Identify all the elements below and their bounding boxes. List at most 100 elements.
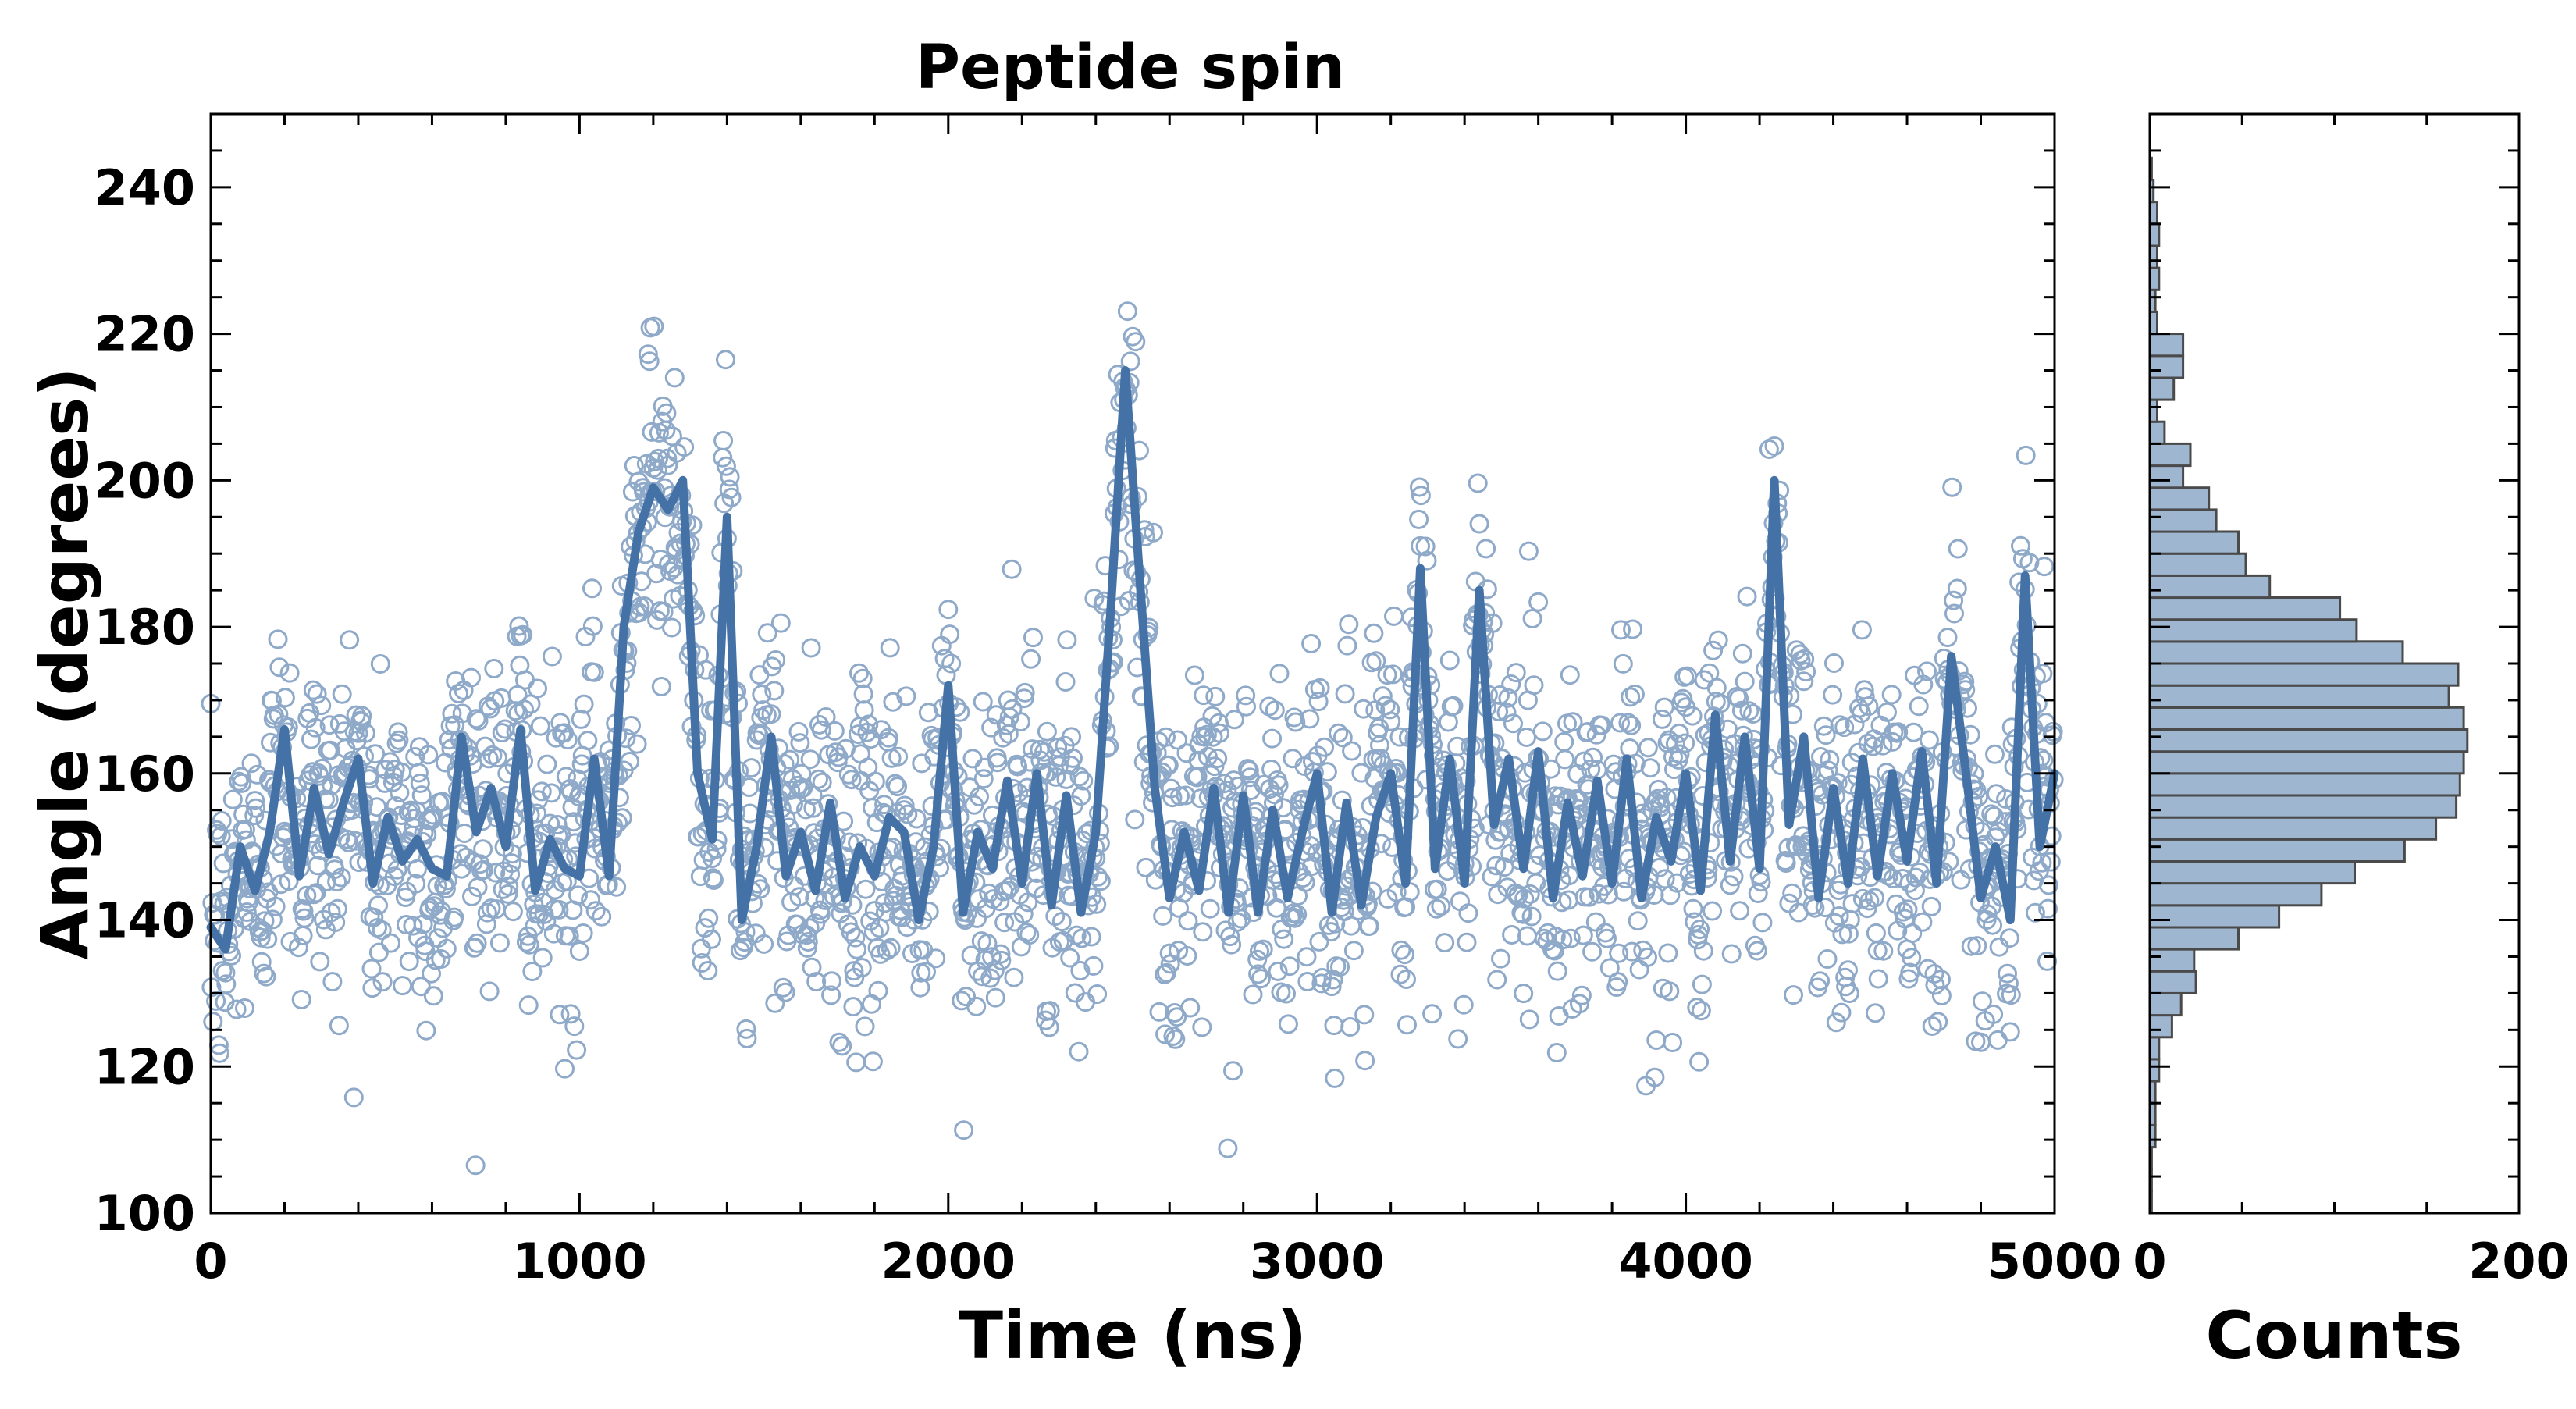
histogram-bar [2148, 618, 2358, 643]
scatter-point [1490, 685, 1510, 705]
scatter-point [780, 749, 800, 770]
scatter-point [1268, 775, 1289, 795]
scatter-point [1091, 871, 1111, 891]
scatter-point [1868, 969, 1888, 989]
scatter-point [1162, 788, 1183, 808]
scatter-point [798, 932, 818, 952]
scatter-point [1194, 685, 1214, 706]
scatter-point [1300, 709, 1320, 729]
scatter-point [222, 789, 243, 809]
scatter-point [265, 896, 286, 916]
scatter-point [2038, 875, 2058, 895]
scatter-point [1693, 941, 1713, 961]
scatter-point [393, 976, 413, 996]
scatter-point [648, 460, 667, 480]
scatter-point [522, 962, 543, 981]
scatter-point [1020, 752, 1041, 772]
scatter-point [1553, 930, 1573, 950]
scatter-point [639, 351, 660, 372]
scatter-point [811, 720, 831, 740]
scatter-point [407, 859, 427, 879]
scatter-point [1514, 888, 1535, 909]
scatter-point [1343, 941, 1364, 961]
scatter-point [1397, 970, 1416, 989]
scatter-point [581, 890, 601, 910]
scatter-point [297, 885, 317, 906]
scatter-point [1818, 760, 1838, 781]
scatter-point [849, 724, 868, 745]
scatter-point [1496, 703, 1517, 723]
scatter-point [1948, 539, 1968, 559]
scatter-point [1660, 981, 1680, 1002]
scatter-point [1823, 685, 1843, 705]
histogram-bar [2148, 794, 2458, 819]
scatter-point [1262, 728, 1283, 749]
scatter-point [1498, 688, 1518, 708]
scatter-point [1487, 970, 1507, 990]
scatter-point [1592, 715, 1612, 735]
scatter-point [1254, 774, 1274, 795]
scatter-point [549, 899, 569, 920]
scatter-point [736, 1019, 756, 1039]
x-tick-label: 5000 [1987, 1233, 2122, 1290]
y-tick-label: 120 [94, 1038, 195, 1095]
scatter-point [1072, 928, 1092, 948]
scatter-point [291, 990, 311, 1009]
scatter-point [1710, 693, 1731, 713]
scatter-point [1239, 760, 1259, 781]
scatter-point [852, 668, 873, 688]
y-tick-label: 100 [94, 1185, 195, 1242]
scatter-point [621, 716, 641, 735]
scatter-point [1482, 866, 1502, 887]
scatter-point [627, 734, 647, 754]
scatter-point [418, 745, 439, 765]
scatter-point [1224, 710, 1244, 730]
scatter-point [1581, 759, 1601, 779]
scatter-point [1253, 939, 1273, 959]
x-tick-labels: 0 1000 2000 3000 4000 5000 [194, 1233, 2122, 1290]
scatter-point [479, 749, 499, 769]
scatter-point [1988, 821, 2008, 841]
scatter-point [987, 753, 1008, 773]
scatter-point [237, 902, 257, 922]
scatter-point [961, 945, 981, 966]
scatter-point [1989, 937, 2009, 957]
scatter-point [1236, 685, 1256, 706]
scatter-point [842, 895, 863, 915]
scatter-point [1210, 723, 1229, 743]
histogram-bar [2148, 640, 2404, 665]
scatter-point [938, 600, 959, 620]
scatter-point [322, 972, 343, 992]
histogram-bar [2148, 508, 2218, 533]
scatter-point [468, 710, 489, 731]
scatter-point [1248, 964, 1268, 984]
scatter-point [1888, 722, 1909, 742]
scatter-point [1411, 486, 1431, 506]
scatter-point [1815, 898, 1835, 917]
y-tick-labels: 100 120 140 160 180 200 220 240 [94, 159, 195, 1242]
histogram-bar [2148, 486, 2211, 511]
scatter-point [550, 713, 571, 733]
scatter-point [881, 938, 901, 958]
histogram-bar [2148, 816, 2438, 841]
scatter-point [1877, 702, 1897, 722]
scatter-point [770, 613, 791, 633]
scatter-point [568, 885, 588, 906]
scatter-point [1486, 856, 1507, 876]
scatter-point [974, 757, 994, 777]
scatter-point [499, 877, 519, 897]
scatter-point [1621, 687, 1641, 707]
scatter-point [1817, 949, 1838, 969]
scatter-point [720, 467, 740, 487]
y-tick-label: 240 [94, 159, 195, 216]
scatter-point [530, 716, 550, 736]
scatter-point [1615, 869, 1635, 888]
scatter-point [543, 923, 564, 944]
scatter-point [1675, 733, 1695, 753]
x-tick-label: 0 [194, 1233, 227, 1290]
scatter-point [1503, 713, 1523, 734]
scatter-point [716, 350, 735, 370]
histogram-bar [2148, 1036, 2161, 1061]
scatter-point [2000, 1022, 2020, 1042]
scatter-point [664, 368, 685, 388]
